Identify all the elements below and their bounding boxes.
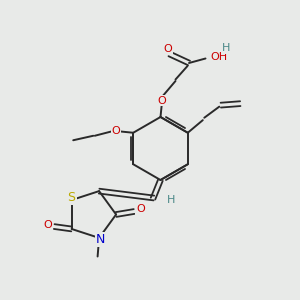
Text: H: H: [222, 43, 231, 53]
Text: OH: OH: [211, 52, 228, 62]
Text: O: O: [43, 220, 52, 230]
Text: O: O: [158, 95, 166, 106]
Text: O: O: [111, 126, 120, 136]
Text: H: H: [167, 195, 175, 205]
Text: N: N: [96, 233, 105, 246]
Text: O: O: [164, 44, 172, 54]
Text: S: S: [68, 190, 76, 203]
Text: O: O: [136, 204, 145, 214]
